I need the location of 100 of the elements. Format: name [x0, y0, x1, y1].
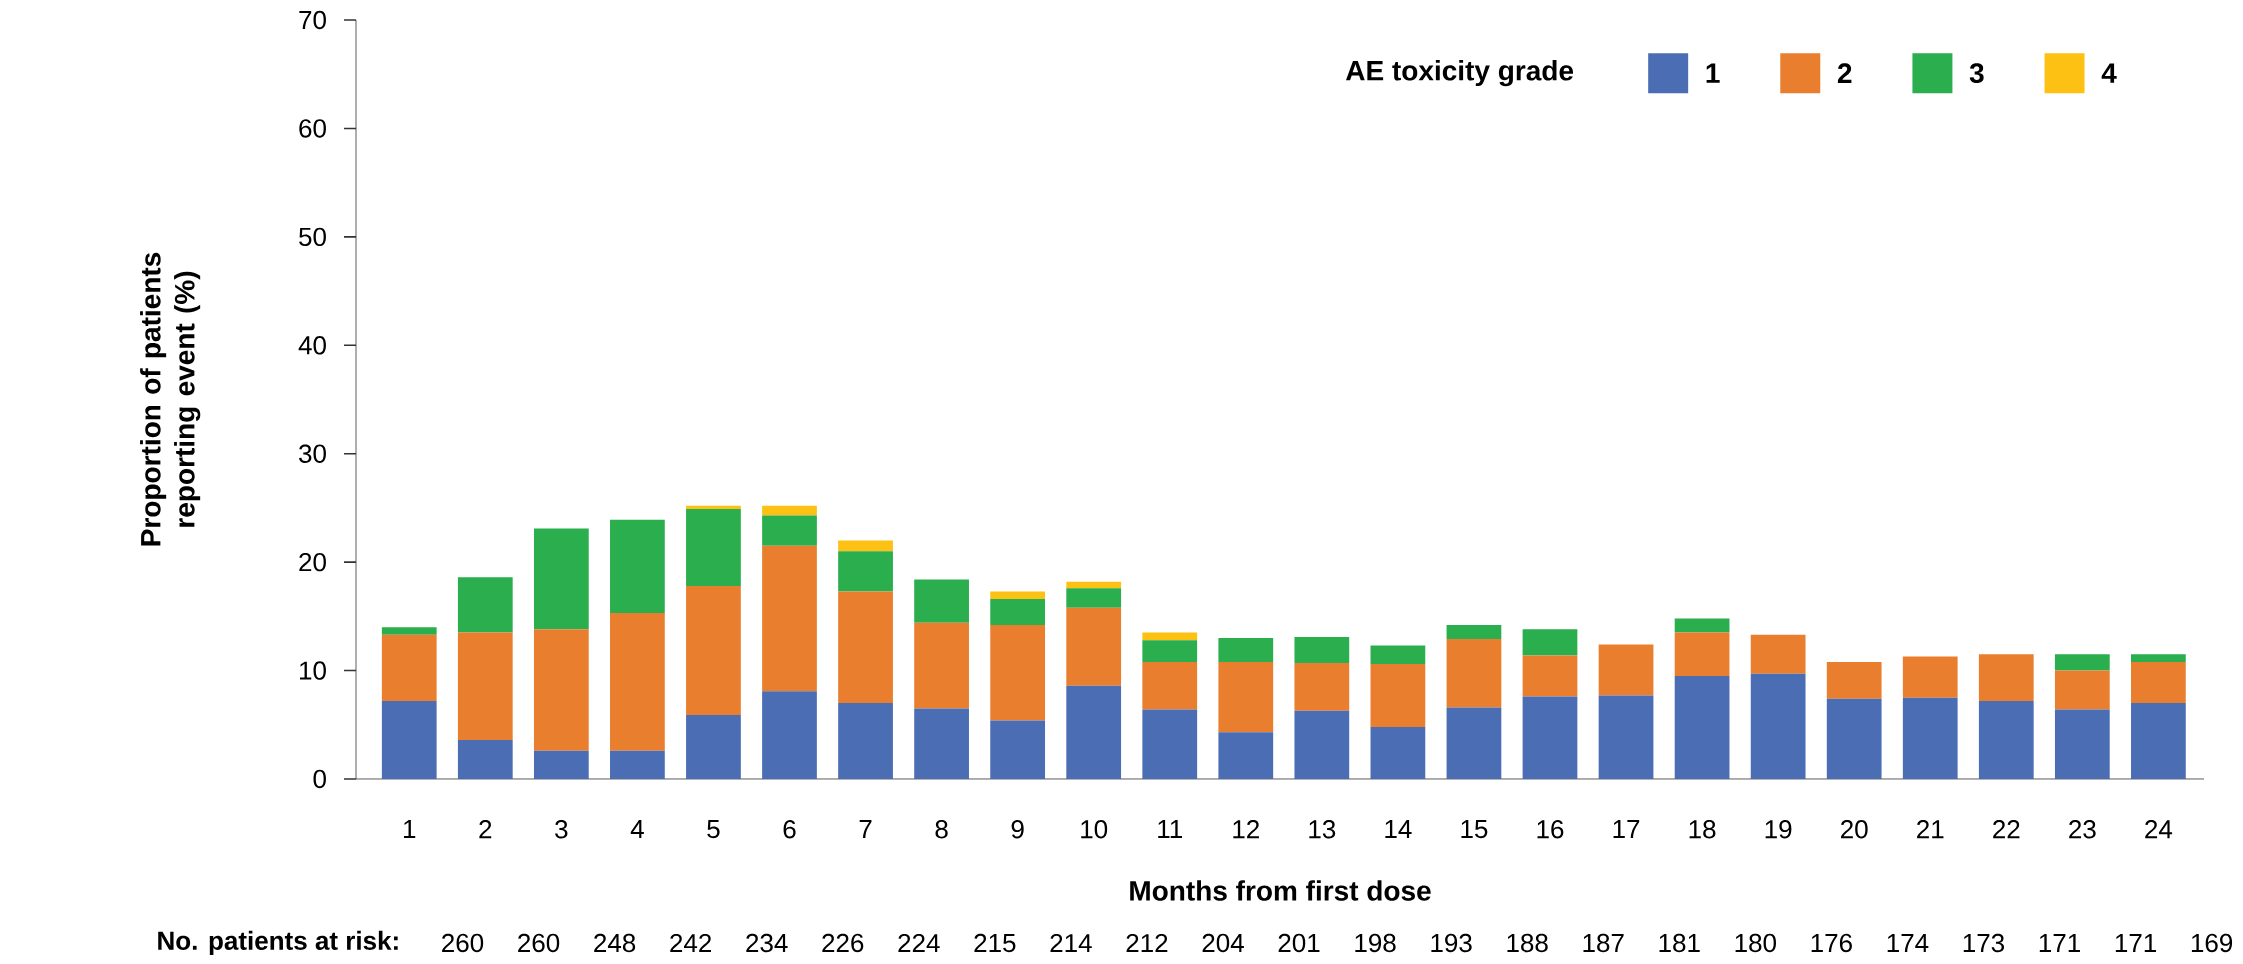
text: 181: [1659, 933, 1700, 953]
bar: [610, 519, 665, 614]
y-tick-label: 70: [299, 10, 326, 30]
text: 260: [518, 933, 560, 953]
bar: [2131, 654, 2186, 662]
bar: [1750, 673, 1806, 780]
legend-label: 3: [1969, 63, 1984, 84]
bar: [838, 591, 893, 704]
text: 169: [2191, 933, 2233, 953]
text: 226: [822, 933, 864, 953]
bar: [990, 599, 1046, 626]
bar: [1066, 685, 1122, 780]
legend-label: 1: [1706, 63, 1720, 83]
bar: [914, 579, 969, 623]
x-tick-label: 10: [1081, 820, 1108, 839]
bar: [1978, 654, 2034, 702]
bar: [610, 613, 665, 751]
y-tick-label: 10: [300, 661, 326, 680]
text: 188: [1507, 933, 1548, 953]
text: 193: [1431, 933, 1472, 953]
legend-title: AE toxicity grade: [1345, 60, 1574, 87]
y-tick-label: 30: [299, 444, 326, 464]
x-tick-label: 22: [1993, 820, 2020, 839]
legend-label: 4: [2101, 63, 2117, 83]
bar: [2054, 670, 2110, 710]
text: 201: [1278, 933, 1320, 953]
x-tick-label: 5: [707, 820, 720, 839]
bar: [1522, 629, 1578, 656]
x-tick-label: 24: [2145, 820, 2173, 839]
text: 198: [1355, 933, 1396, 953]
bar: [1066, 581, 1122, 589]
x-tick-label: 18: [1689, 820, 1716, 839]
bar: [914, 622, 969, 709]
text: 173: [1963, 933, 2005, 953]
y-tick-label: 40: [298, 336, 326, 355]
x-tick-label: 2: [479, 820, 492, 839]
bar: [1066, 588, 1122, 608]
bar: [838, 540, 893, 552]
bar: [838, 551, 893, 592]
x-tick-label: 6: [783, 820, 796, 839]
text: 176: [1811, 933, 1852, 953]
bar: [1446, 625, 1502, 640]
text: 187: [1583, 933, 1624, 953]
bar: [1142, 632, 1198, 641]
text: 248: [594, 933, 636, 953]
x-tick-label: 21: [1917, 820, 1944, 839]
y-axis-title: Proportion of patients reporting event (%): [140, 252, 201, 546]
bar: [1522, 696, 1578, 780]
bar: [990, 591, 1046, 600]
bar: [1598, 644, 1654, 696]
bar: [1370, 664, 1426, 728]
text: 260: [442, 933, 484, 953]
bar: [1294, 710, 1350, 780]
bar: [1142, 640, 1198, 662]
legend-label: 2: [1837, 63, 1852, 84]
bar: [1978, 701, 2034, 780]
bar: [762, 691, 817, 780]
y-tick-label: 20: [299, 553, 326, 572]
bar: [762, 545, 817, 692]
bar: [1370, 645, 1426, 665]
text: 212: [1126, 934, 1168, 953]
x-tick-label: 3: [555, 820, 568, 839]
x-tick-label: 8: [935, 820, 948, 839]
bar: [533, 629, 589, 751]
x-tick-label: 11: [1158, 820, 1182, 839]
bar: [2054, 709, 2110, 780]
text: 215: [974, 933, 1016, 953]
bar: [2054, 654, 2110, 671]
bar: [1826, 661, 1882, 699]
bar: [2131, 703, 2186, 780]
x-tick-label: 4: [630, 820, 644, 839]
bar: [686, 586, 741, 716]
bar: [686, 715, 741, 780]
x-tick-label: 19: [1765, 820, 1792, 839]
text: No. patients at risk:: [158, 930, 398, 956]
y-tick-label: 0: [313, 769, 326, 789]
bar: [914, 708, 969, 780]
x-tick-label: 9: [1011, 820, 1024, 839]
x-tick-label: 13: [1309, 820, 1336, 839]
bar: [381, 634, 437, 702]
x-tick-label: 23: [2069, 820, 2096, 839]
text: 204: [1202, 933, 1244, 953]
bar: [1674, 618, 1730, 633]
x-axis-title: Months from first dose: [1130, 880, 1431, 901]
bar: [1142, 661, 1198, 710]
bar: [1218, 638, 1274, 662]
bar: [2131, 661, 2186, 704]
bar: [1294, 663, 1350, 711]
x-tick-label: 17: [1613, 820, 1640, 839]
bar: [990, 720, 1046, 780]
bar: [610, 750, 665, 780]
bar: [533, 528, 589, 630]
bar: [1826, 698, 1882, 780]
x-tick-label: 7: [859, 820, 872, 839]
bar: [1598, 695, 1654, 780]
bar: [1446, 639, 1502, 708]
text: 214: [1050, 934, 1092, 953]
bar: [838, 703, 893, 780]
bar: [762, 515, 817, 546]
x-tick-label: 12: [1233, 820, 1259, 839]
